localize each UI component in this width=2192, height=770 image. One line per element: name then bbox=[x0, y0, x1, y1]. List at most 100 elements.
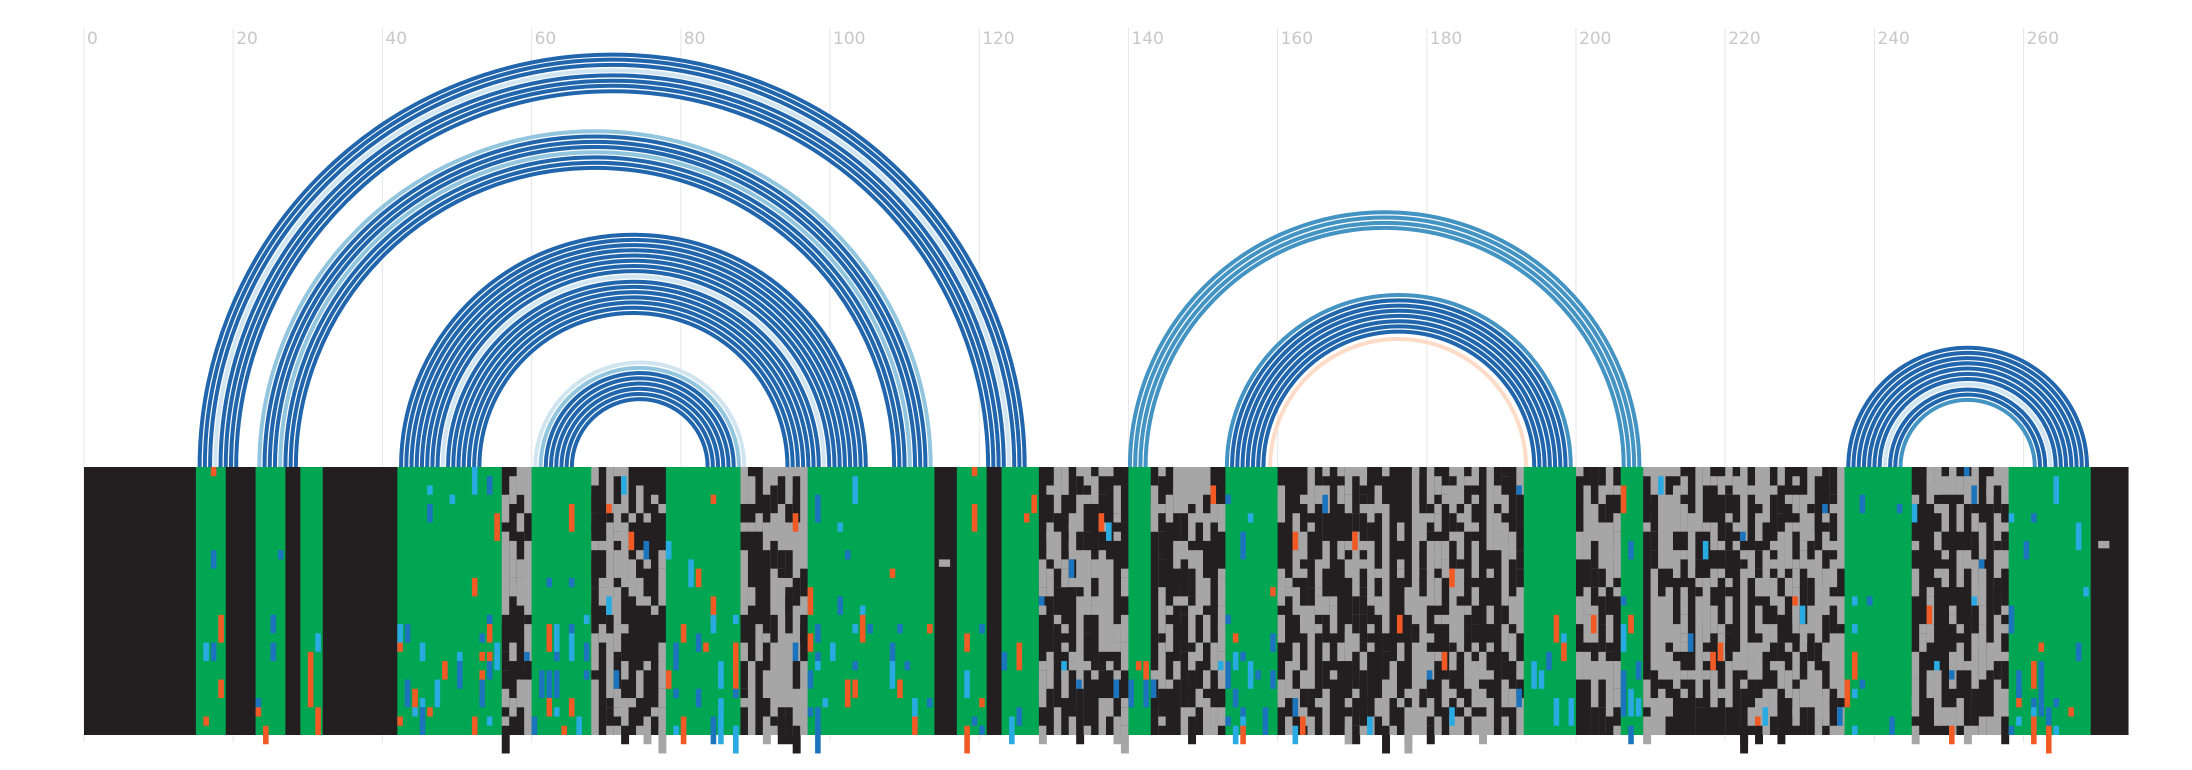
variant-cell bbox=[889, 568, 896, 578]
alignment-cell bbox=[1083, 614, 1092, 634]
alignment-cell bbox=[1150, 513, 1159, 532]
alignment-column bbox=[1732, 467, 1741, 735]
alignment-cell bbox=[1292, 550, 1301, 578]
arc-6-4 bbox=[1867, 367, 2069, 468]
variant-cell bbox=[1352, 531, 1358, 551]
alignment-cell bbox=[1426, 522, 1435, 532]
alignment-cell bbox=[1396, 698, 1405, 708]
alignment-cell bbox=[591, 670, 600, 680]
alignment-cell bbox=[621, 633, 630, 662]
alignment-cell bbox=[1687, 559, 1696, 578]
alignment-cell bbox=[1755, 725, 1763, 745]
alignment-cell bbox=[1747, 550, 1756, 578]
arc-5-3 bbox=[1240, 309, 1558, 468]
variant-cell bbox=[822, 698, 829, 708]
alignment-cell bbox=[1285, 587, 1294, 597]
alignment-cell bbox=[1949, 679, 1957, 689]
variant-cell bbox=[792, 513, 799, 532]
variant-cell bbox=[568, 624, 575, 634]
alignment-cell bbox=[1173, 661, 1182, 680]
variant-cell bbox=[270, 614, 277, 634]
variant-cell bbox=[1098, 513, 1105, 532]
alignment-cell bbox=[1479, 651, 1487, 680]
alignment-cell bbox=[1717, 476, 1726, 495]
alignment-cell bbox=[1307, 559, 1316, 588]
variant-cell bbox=[1001, 651, 1008, 671]
variant-cell bbox=[1628, 688, 1634, 717]
variant-cell bbox=[471, 716, 478, 735]
alignment-cell bbox=[762, 633, 771, 643]
alignment-cell bbox=[1113, 485, 1122, 514]
alignment-cell bbox=[1165, 679, 1174, 689]
variant-cell bbox=[971, 467, 978, 477]
arc-6-7 bbox=[1882, 382, 2053, 468]
alignment-column bbox=[1195, 467, 1204, 735]
alignment-cell bbox=[1299, 494, 1308, 504]
alignment-column bbox=[1210, 467, 1219, 735]
alignment-cell bbox=[1934, 503, 1943, 514]
alignment-cell bbox=[1359, 614, 1368, 643]
variant-cell bbox=[979, 698, 985, 708]
alignment-column bbox=[1441, 467, 1450, 735]
alignment-cell bbox=[1091, 670, 1100, 680]
alignment-cell bbox=[650, 605, 659, 615]
variant-cell bbox=[486, 651, 493, 662]
alignment-cell bbox=[643, 559, 652, 569]
alignment-cell bbox=[1993, 587, 2002, 615]
alignment-cell bbox=[1672, 661, 1681, 689]
alignment-cell bbox=[1740, 688, 1749, 717]
alignment-cell bbox=[1672, 550, 1681, 578]
alignment-cell bbox=[1068, 540, 1077, 560]
alignment-cell bbox=[1762, 651, 1771, 680]
alignment-cell bbox=[1687, 531, 1696, 560]
alignment-cell bbox=[1188, 716, 1197, 745]
alignment-cell bbox=[1285, 661, 1294, 680]
alignment-cell bbox=[1396, 568, 1405, 578]
alignment-cell bbox=[1061, 642, 1070, 652]
alignment-cell bbox=[1277, 568, 1286, 578]
alignment-cell bbox=[1188, 596, 1197, 606]
alignment-cell bbox=[1508, 540, 1517, 560]
alignment-cell bbox=[1829, 494, 1838, 504]
alignment-column bbox=[1150, 467, 1159, 735]
alignment-cell bbox=[747, 476, 756, 504]
alignment-cell bbox=[1717, 568, 1726, 578]
variant-cell bbox=[792, 642, 799, 662]
variant-cell bbox=[1852, 596, 1858, 606]
variant-cell bbox=[479, 679, 485, 708]
alignment-cell bbox=[2001, 614, 2010, 625]
alignment-cell bbox=[1702, 605, 1711, 615]
alignment-column bbox=[1068, 467, 1077, 735]
alignment-cell bbox=[1277, 596, 1286, 606]
alignment-cell bbox=[1725, 707, 1734, 735]
alignment-cell bbox=[1314, 698, 1323, 708]
alignment-column bbox=[1956, 467, 1965, 735]
alignment-cell bbox=[1598, 624, 1607, 652]
alignment-cell bbox=[1359, 642, 1368, 652]
alignment-cell bbox=[1680, 642, 1689, 652]
alignment-cell bbox=[785, 716, 794, 745]
variant-cell bbox=[568, 698, 575, 717]
alignment-cell bbox=[1426, 716, 1435, 726]
alignment-cell bbox=[1441, 559, 1450, 578]
alignment-cell bbox=[1613, 725, 1622, 735]
alignment-cell bbox=[1471, 531, 1480, 541]
variant-cell bbox=[2031, 513, 2037, 523]
variant-cell bbox=[1009, 716, 1015, 745]
variant-cell bbox=[486, 716, 493, 726]
alignment-cell bbox=[1441, 679, 1450, 708]
alignment-column bbox=[1710, 467, 1719, 735]
variant-cell bbox=[859, 614, 866, 643]
alignment-cell bbox=[606, 707, 615, 726]
alignment-cell bbox=[1799, 494, 1808, 504]
alignment-cell bbox=[1426, 642, 1435, 652]
x-tick-label-140: 140 bbox=[1131, 29, 1163, 49]
alignment-cell bbox=[1792, 522, 1801, 532]
alignment-cell bbox=[1367, 476, 1376, 504]
alignment-column bbox=[1740, 467, 1749, 735]
alignment-cell bbox=[1747, 642, 1756, 662]
alignment-cell bbox=[1180, 605, 1189, 615]
alignment-cell bbox=[1180, 679, 1189, 708]
alignment-cell bbox=[1374, 596, 1383, 615]
alignment-column bbox=[1814, 467, 1823, 735]
